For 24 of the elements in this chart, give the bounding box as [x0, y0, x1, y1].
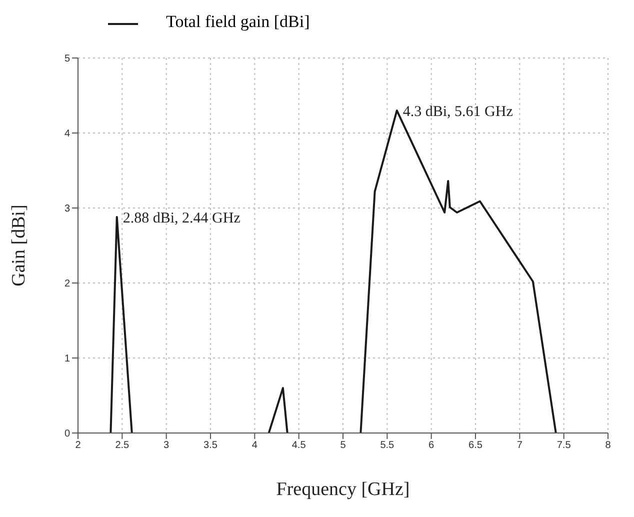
x-tick-label: 5.5 [380, 440, 395, 452]
x-tick-label: 3 [164, 440, 170, 452]
x-axis-title: Frequency [GHz] [276, 479, 410, 500]
y-tick-label: 5 [64, 54, 70, 65]
x-tick-label: 3.5 [204, 440, 218, 452]
x-tick-label: 6 [428, 440, 435, 452]
x-tick-label: 7.5 [556, 440, 572, 452]
y-tick-label: 2 [64, 278, 70, 290]
y-tick-label: 3 [64, 204, 70, 215]
x-tick-label: 2.5 [115, 440, 130, 452]
x-tick-label: 7 [516, 440, 523, 452]
annotation: 4.3 dBi, 5.61 GHz [402, 104, 514, 120]
x-tick-label: 2 [75, 440, 82, 452]
x-tick-label: 8 [605, 440, 612, 452]
annotation: 2.88 dBi, 2.44 GHz [122, 210, 241, 226]
y-tick-label: 0 [64, 428, 70, 440]
legend-label: Total field gain [dBi] [166, 12, 310, 32]
y-axis-title: Gain [dBi] [8, 204, 30, 286]
x-tick-label: 5 [340, 440, 346, 452]
y-tick-label: 4 [64, 128, 70, 140]
x-tick-label: 4 [252, 440, 258, 452]
x-tick-label: 6.5 [468, 440, 483, 452]
x-tick-label: 4.5 [292, 440, 306, 452]
y-tick-label: 1 [64, 354, 70, 365]
